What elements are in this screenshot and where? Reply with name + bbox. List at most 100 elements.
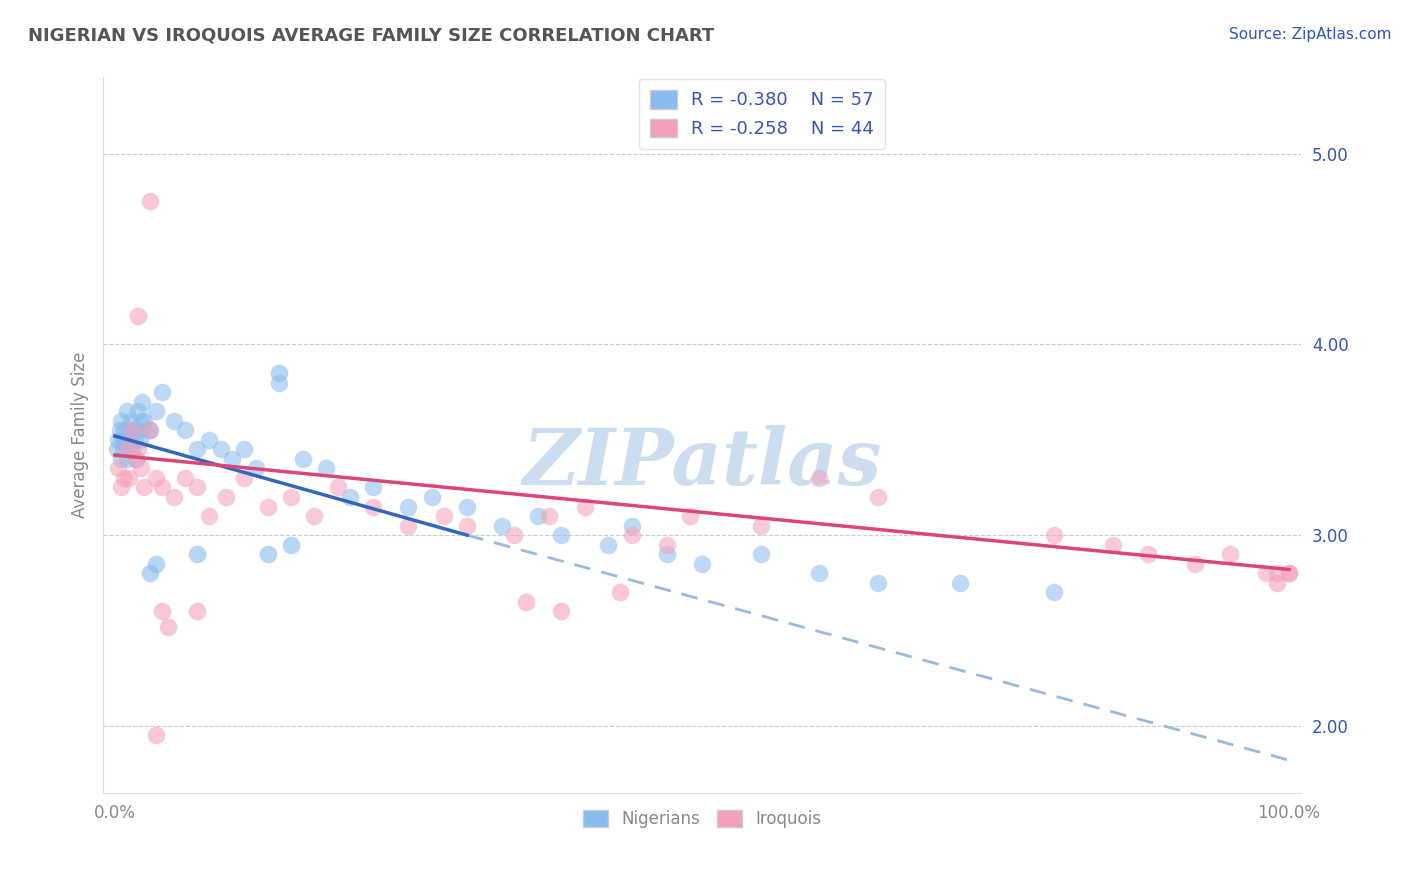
Point [1254,566,1277,581]
Point [456,518,478,533]
Point [186,442,208,457]
Point [550,605,572,619]
Point [127,423,149,437]
Point [112,471,135,485]
Point [150,605,173,619]
Point [125,451,148,466]
Point [127,309,149,323]
Y-axis label: Average Family Size: Average Family Size [72,351,89,518]
Point [110,481,132,495]
Point [679,509,702,524]
Point [174,423,197,437]
Point [114,433,136,447]
Point [150,385,173,400]
Point [145,728,167,742]
Point [515,595,537,609]
Point [1278,566,1301,581]
Point [1219,547,1241,561]
Point [186,481,208,495]
Point [245,461,267,475]
Point [198,433,221,447]
Point [1102,538,1125,552]
Point [256,547,278,561]
Point [107,461,129,475]
Point [156,620,179,634]
Point [110,451,132,466]
Point [1184,557,1206,571]
Point [315,461,337,475]
Point [117,442,139,457]
Point [115,404,138,418]
Point [749,547,772,561]
Point [339,490,361,504]
Point [139,423,162,437]
Point [221,451,243,466]
Point [134,481,156,495]
Point [129,461,152,475]
Point [111,433,134,447]
Point [1265,566,1288,581]
Point [139,423,162,437]
Point [139,566,162,581]
Point [1265,575,1288,590]
Point [1043,528,1066,542]
Point [125,451,148,466]
Point [118,433,141,447]
Point [128,433,150,447]
Point [280,490,302,504]
Point [120,423,142,437]
Point [396,500,419,514]
Point [361,500,384,514]
Point [115,442,138,457]
Point [127,442,149,457]
Point [145,404,167,418]
Point [949,575,972,590]
Point [269,376,291,390]
Point [361,481,384,495]
Point [550,528,572,542]
Point [620,518,643,533]
Point [1043,585,1066,599]
Point [145,471,167,485]
Point [808,566,831,581]
Point [127,404,149,418]
Point [291,451,314,466]
Point [868,490,890,504]
Point [108,423,131,437]
Point [150,481,173,495]
Point [107,433,129,447]
Point [110,414,132,428]
Point [233,442,256,457]
Point [420,490,443,504]
Point [1278,566,1301,581]
Point [120,414,142,428]
Point [134,414,156,428]
Point [596,538,619,552]
Text: Source: ZipAtlas.com: Source: ZipAtlas.com [1229,27,1392,42]
Point [136,423,159,437]
Point [121,442,143,457]
Point [868,575,890,590]
Point [526,509,548,524]
Legend: Nigerians, Iroquois: Nigerians, Iroquois [576,803,828,834]
Point [162,490,184,504]
Point [233,471,256,485]
Point [609,585,631,599]
Point [186,605,208,619]
Point [1137,547,1160,561]
Point [121,423,143,437]
Point [620,528,643,542]
Point [326,481,349,495]
Point [198,509,221,524]
Point [105,442,128,457]
Point [690,557,713,571]
Point [112,442,135,457]
Point [280,538,302,552]
Point [124,433,146,447]
Text: NIGERIAN VS IROQUOIS AVERAGE FAMILY SIZE CORRELATION CHART: NIGERIAN VS IROQUOIS AVERAGE FAMILY SIZE… [28,27,714,45]
Point [808,471,831,485]
Point [456,500,478,514]
Point [122,423,145,437]
Point [396,518,419,533]
Point [162,414,184,428]
